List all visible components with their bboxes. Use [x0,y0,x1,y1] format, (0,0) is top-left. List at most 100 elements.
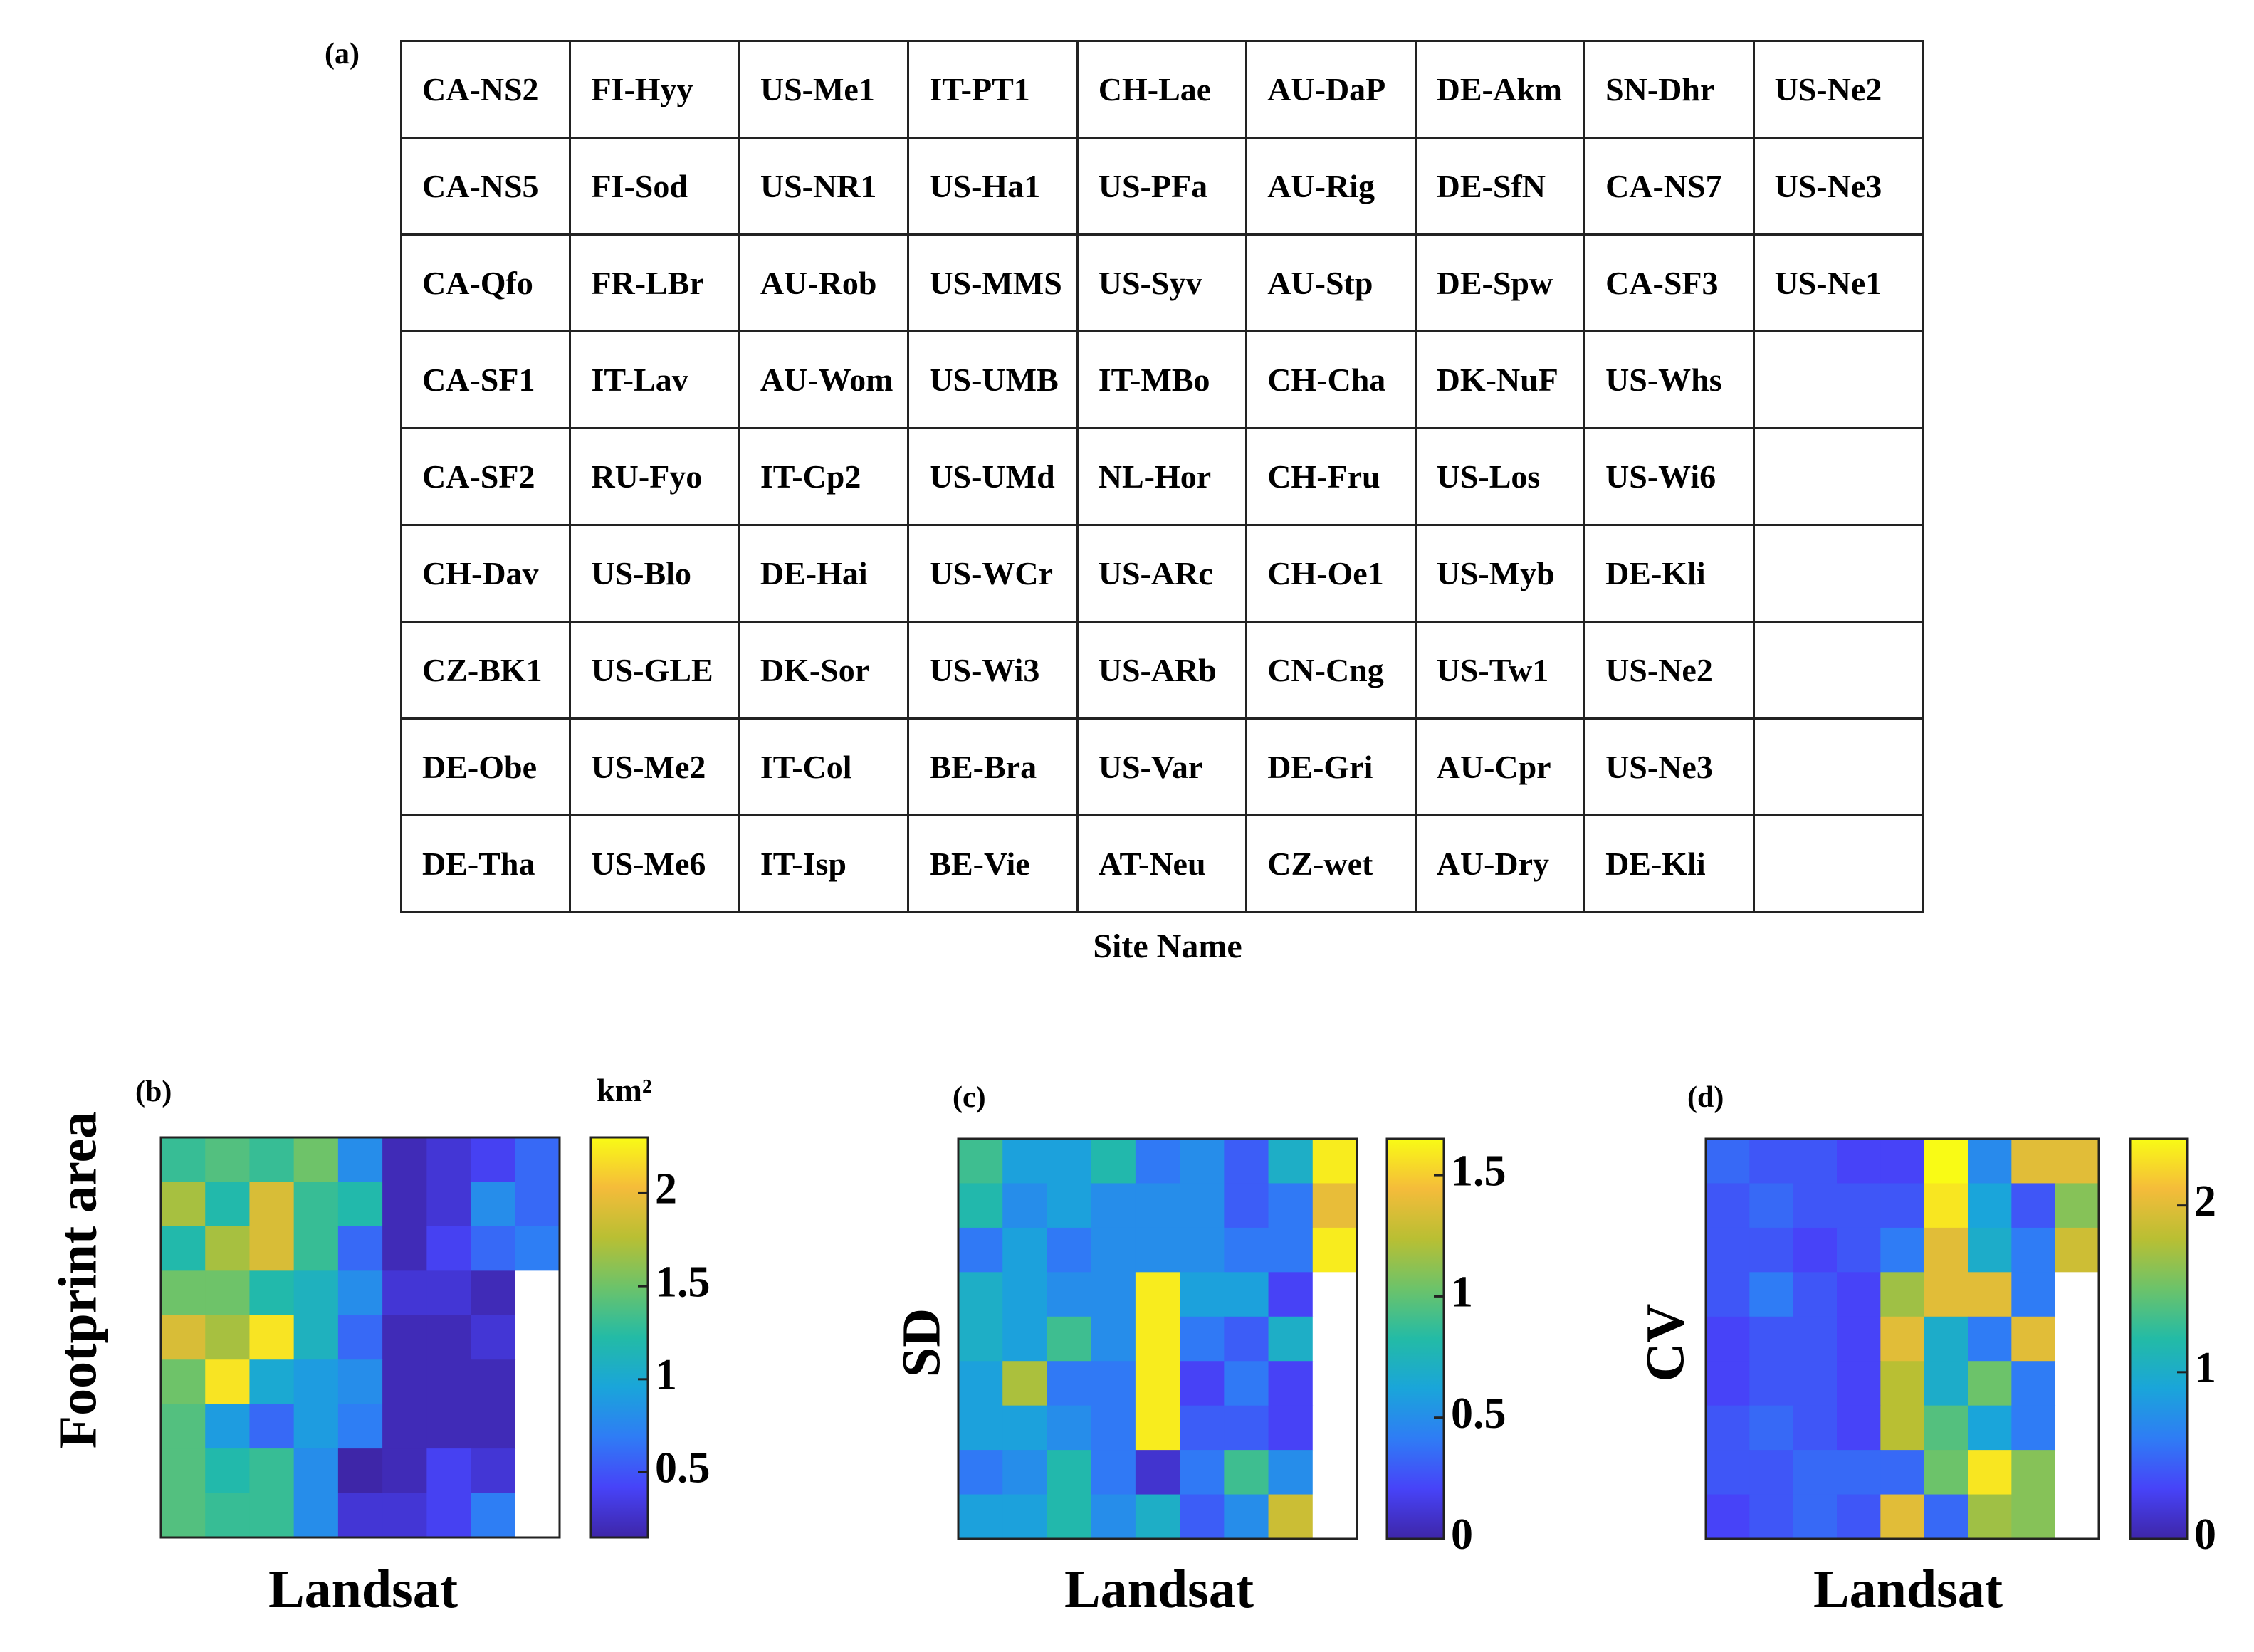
colorbar-tick-label: 0.5 [1451,1389,1506,1438]
heatmap-cell [382,1182,427,1227]
heatmap-cell [426,1315,472,1360]
heatmap-cell [1002,1183,1048,1229]
heatmap-cell [1837,1227,1881,1273]
panel-c-ylabel: SD [891,1308,952,1378]
heatmap-cell [1793,1494,1838,1540]
site-name-cell: CH-Lae [1076,40,1248,139]
site-name-cell: CA-NS7 [1583,137,1755,236]
site-name-cell: AU-DaP [1245,40,1417,139]
heatmap-cell [958,1450,1003,1495]
site-name-cell: DK-Sor [738,621,910,720]
heatmap-cell [1180,1272,1225,1317]
heatmap-cell [1924,1139,1969,1184]
heatmap-cell [293,1359,339,1405]
heatmap-empty-cell [515,1404,560,1449]
heatmap-cell [249,1448,295,1494]
heatmap-cell [1793,1139,1838,1184]
heatmap-cell [1749,1183,1794,1229]
heatmap-cell [1091,1494,1136,1540]
heatmap-cell [249,1493,295,1538]
site-name-cell: FI-Hyy [569,40,740,139]
heatmap-empty-cell [1312,1494,1358,1540]
site-name-cell: US-UMB [907,330,1079,429]
heatmap-cell [1224,1405,1269,1451]
heatmap-cell [1880,1227,1925,1273]
heatmap-cell [1706,1361,1750,1406]
site-name-cell: CZ-wet [1245,814,1417,913]
heatmap-cell [1002,1361,1048,1406]
heatmap-cell [426,1182,472,1227]
heatmap-empty-cell [515,1493,560,1538]
heatmap-cell [2055,1139,2100,1184]
heatmap-empty-cell [1312,1361,1358,1406]
heatmap-empty-cell [2055,1316,2100,1362]
heatmap-cell [1002,1139,1048,1184]
site-name-cell: US-WCr [907,524,1079,623]
colorbar-tick-label: 0 [1451,1510,1473,1559]
heatmap-empty-cell [1312,1272,1358,1317]
site-name-cell: US-UMd [907,427,1079,526]
site-name-cell: DE-Spw [1414,233,1586,332]
heatmap-cell [1924,1361,1969,1406]
heatmap-cell [1924,1183,1969,1229]
site-name-cell [1752,330,1924,429]
heatmap-cell [2011,1494,2056,1540]
site-name-cell: IT-Lav [569,330,740,429]
heatmap-cell [426,1226,472,1271]
site-name-cell: DK-NuF [1414,330,1586,429]
heatmap-cell [1091,1450,1136,1495]
heatmap-cell [2011,1361,2056,1406]
site-table-row: CA-NS2 FI-Hyy US-Me1 IT-PT1 CH-Lae AU-DaP DE-A… [399,40,1924,139]
heatmap-cell [1793,1227,1838,1273]
heatmap-cell [1047,1316,1092,1362]
site-name-cell: AU-Stp [1245,233,1417,332]
site-name-cell: US-Ne2 [1583,621,1755,720]
colorbar-tick-label: 0.5 [655,1444,711,1493]
heatmap-cell [1135,1361,1180,1406]
heatmap-cell [1706,1272,1750,1317]
heatmap-cell [471,1404,516,1449]
site-name-cell: AU-Wom [738,330,910,429]
heatmap-cell [1268,1183,1314,1229]
heatmap-cell [1924,1272,1969,1317]
heatmap-cell [426,1359,472,1405]
panel-a-label: (a) [325,38,360,70]
heatmap-cell [161,1359,206,1405]
heatmap-cell [1880,1405,1925,1451]
heatmap-cell [1268,1450,1314,1495]
heatmap-cell [1268,1494,1314,1540]
heatmap-cell [161,1448,206,1494]
site-name-cell: AU-Cpr [1414,717,1586,816]
heatmap-cell [1224,1227,1269,1273]
heatmap-cell [1968,1450,2012,1495]
site-table-row: CA-SF2 RU-Fyo IT-Cp2 US-UMd NL-Hor CH-Fru US-L… [399,427,1924,526]
site-name-cell [1752,524,1924,623]
heatmap-cell [1091,1227,1136,1273]
site-table-row: CA-NS5 FI-Sod US-NR1 US-Ha1 US-PFa AU-Rig DE-S… [399,137,1924,236]
panel-d-heatmap [1704,1137,2100,1540]
heatmap-cell [1793,1450,1838,1495]
heatmap-cell [337,1493,383,1538]
site-name-cell: CA-SF1 [399,330,572,429]
heatmap-cell [1002,1316,1048,1362]
site-name-cell [1752,427,1924,526]
heatmap-cell [1837,1405,1881,1451]
heatmap-cell [249,1315,295,1360]
site-name-cell: US-Ne2 [1752,40,1924,139]
site-name-cell: FR-LBr [569,233,740,332]
heatmap-cell [1880,1494,1925,1540]
heatmap-cell [1135,1139,1180,1184]
heatmap-cell [471,1359,516,1405]
colorbar-tick-label: 2 [655,1165,677,1214]
colorbar-gradient [2129,1137,2189,1540]
heatmap-cell [293,1448,339,1494]
panel-c-heatmap [957,1137,1358,1540]
heatmap-cell [1224,1494,1269,1540]
site-name-cell: US-MMS [907,233,1079,332]
heatmap-cell [1749,1405,1794,1451]
heatmap-cell [1180,1450,1225,1495]
site-name-cell: US-Ne3 [1583,717,1755,816]
heatmap-empty-cell [1312,1405,1358,1451]
heatmap-cell [1924,1405,1969,1451]
heatmap-cell [1224,1450,1269,1495]
